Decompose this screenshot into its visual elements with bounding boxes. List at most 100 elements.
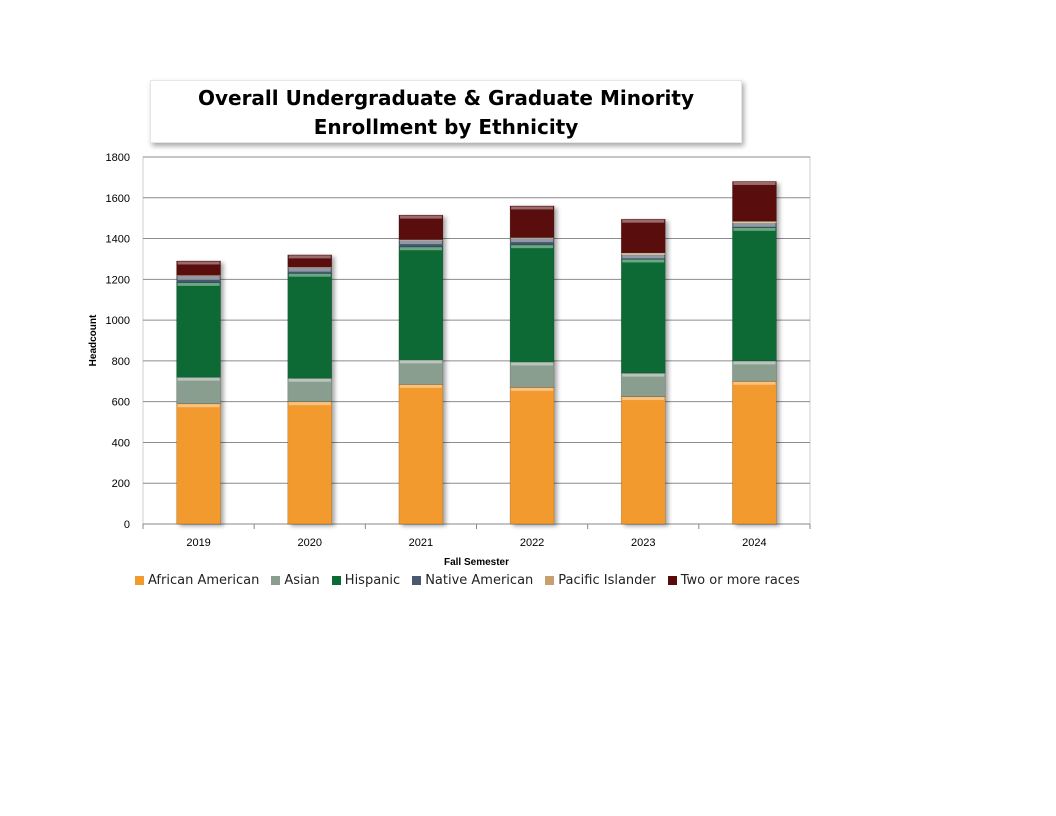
legend-item: African American [135, 573, 259, 588]
bar-segment-highlight [733, 227, 776, 231]
bar-segment-highlight [622, 373, 665, 377]
bar-stack [620, 218, 666, 525]
bar-segment-highlight [288, 273, 331, 277]
bar-segment-highlight [288, 378, 331, 382]
legend-label: Hispanic [344, 573, 401, 588]
bar-segment-highlight [288, 268, 331, 272]
bar-segment-highlight [399, 247, 442, 251]
bar-segment [509, 205, 555, 238]
bar-segment-highlight [622, 253, 665, 256]
bar-segment-highlight [177, 276, 220, 280]
legend-label: Native American [425, 573, 534, 588]
legend-label: Two or more races [680, 573, 800, 588]
bar-segment [509, 387, 555, 525]
bar-segment-highlight [733, 223, 776, 227]
legend-item: Asian [271, 573, 320, 588]
bar-segment [620, 218, 666, 254]
bar-segment [732, 227, 777, 362]
bar-segment-highlight [399, 240, 442, 242]
y-tick-label: 1200 [106, 274, 130, 286]
bar-stack [509, 205, 555, 525]
legend-label: Pacific Islander [558, 573, 656, 588]
plot-area [142, 156, 811, 525]
bar-segment [176, 282, 221, 378]
bar-segment [509, 244, 555, 363]
bar-segment-highlight [177, 261, 220, 265]
legend-item: Two or more races [667, 573, 800, 588]
legend-item: Native American [412, 573, 533, 588]
y-tick-label: 800 [112, 356, 130, 368]
y-axis-label: Headcount [88, 314, 99, 366]
bar-segment [398, 384, 444, 525]
legend-swatch [135, 576, 144, 585]
legend: African American Asian Hispanic Native Amer… [135, 573, 800, 588]
bar-segment [176, 403, 221, 525]
x-tick-label: 2020 [298, 537, 322, 549]
bar-segment-highlight [511, 238, 554, 240]
bar-segment-highlight [511, 245, 554, 249]
bar-segment-highlight [733, 181, 776, 185]
bar-stack [732, 181, 777, 525]
bar-segment-highlight [622, 255, 665, 259]
bar-segment-highlight [511, 387, 554, 391]
bar-segment [398, 246, 444, 361]
bar-stack [287, 254, 333, 525]
bar-segment-highlight [733, 381, 776, 385]
legend-swatch [545, 576, 555, 585]
bar-segment [620, 396, 666, 525]
legend-label: African American [148, 573, 260, 588]
legend-swatch [331, 576, 341, 585]
legend-swatch [667, 576, 677, 585]
chart-title: Overall Undergraduate & Graduate Minorit… [150, 80, 742, 143]
bar-segment-highlight [733, 221, 776, 224]
bar-segment-highlight [288, 255, 331, 259]
y-tick-label: 200 [112, 478, 130, 490]
bar-segment-highlight [511, 362, 554, 366]
bar-segment-highlight [622, 397, 665, 401]
bar-segment [398, 214, 444, 240]
bar-segment-highlight [177, 282, 220, 286]
legend-item: Pacific Islander [545, 573, 656, 588]
legend-label: Asian [284, 573, 320, 588]
y-tick-label: 1000 [106, 315, 130, 327]
y-tick-label: 1600 [106, 193, 130, 205]
bar-segment-highlight [399, 241, 442, 245]
bar-segment [287, 401, 333, 525]
x-tick-label: 2022 [520, 537, 544, 549]
bar-segment [509, 361, 555, 388]
bar-segment-highlight [177, 377, 220, 381]
bar-segment-highlight [399, 215, 442, 219]
bar-segment [620, 258, 666, 374]
x-tick-label: 2019 [186, 537, 210, 549]
bar-segment-highlight [288, 267, 331, 269]
legend-swatch [412, 576, 422, 585]
bar-segment [620, 372, 666, 397]
bar-segment-highlight [288, 402, 331, 406]
bar-segment-highlight [399, 360, 442, 364]
bar-segment [287, 377, 333, 402]
bar-segment-highlight [399, 384, 442, 388]
bar-segment-highlight [177, 404, 220, 408]
bar-stack [398, 214, 444, 525]
x-tick-label: 2024 [742, 537, 766, 549]
bar-segment-highlight [511, 239, 554, 243]
y-tick-label: 400 [112, 437, 130, 449]
bar-segment [732, 181, 777, 222]
bar-stack [176, 260, 221, 525]
y-tick-label: 1800 [106, 152, 130, 164]
y-tick-label: 600 [112, 397, 130, 409]
x-tick-label: 2021 [409, 537, 433, 549]
bar-segment [732, 380, 777, 525]
bar-segment [176, 376, 221, 405]
y-tick-label: 0 [124, 519, 130, 531]
legend-swatch [271, 576, 281, 585]
bar-segment-highlight [177, 275, 220, 277]
bar-segment-highlight [511, 206, 554, 210]
bar-segment-highlight [622, 259, 665, 263]
bar-segment-highlight [733, 361, 776, 365]
legend-item: Hispanic [331, 573, 401, 588]
x-tick-label: 2023 [631, 537, 655, 549]
bar-segment [287, 272, 333, 379]
bar-segment-highlight [622, 219, 665, 223]
